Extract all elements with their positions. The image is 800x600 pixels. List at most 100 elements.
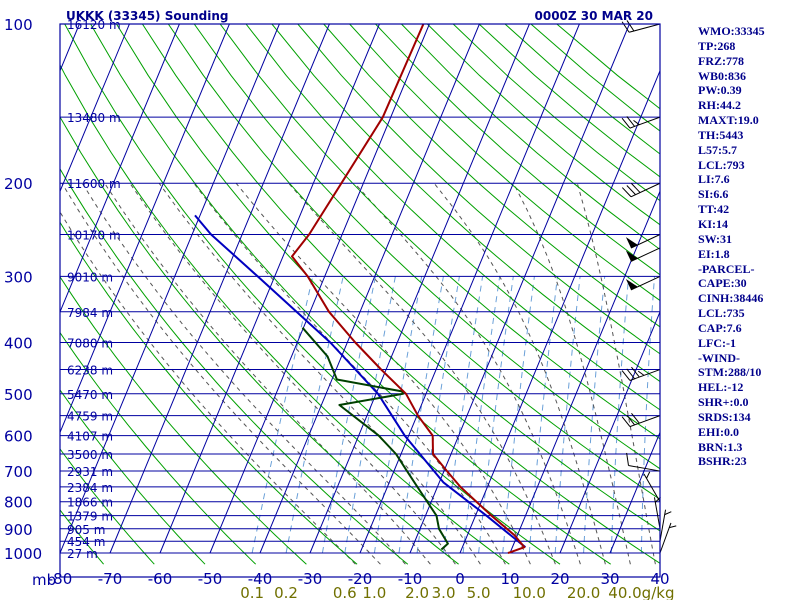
- isotherm-line: [60, 24, 230, 434]
- height-label: 16120 m: [67, 18, 121, 32]
- wind-barb: [659, 509, 672, 542]
- height-label: 2931 m: [67, 465, 113, 479]
- temperature-tick-label: 20: [550, 570, 569, 588]
- mixing-ratio-label: 2.0: [405, 584, 429, 600]
- height-label: 2384 m: [67, 481, 113, 495]
- isotherm-line: [60, 24, 180, 314]
- mixing-ratio-label: 3.0: [432, 584, 456, 600]
- wind-barb-staff: [628, 465, 661, 472]
- isotherm-line: [60, 24, 280, 554]
- index-item: EI:1.8: [698, 246, 730, 261]
- temperature-tick-label: -60: [148, 570, 173, 588]
- wind-barb-staff: [643, 473, 661, 502]
- wind-barb-feather: [626, 414, 636, 426]
- height-label: 13480 m: [67, 111, 121, 125]
- wind-barb-feather: [631, 366, 640, 378]
- wind-barb-feather: [646, 471, 651, 479]
- wind-barb: [659, 522, 677, 554]
- stability-indices-panel: WMO:33345 TP:268 FRZ:778 WB0:836 PW:0.39 RH:4…: [698, 24, 765, 469]
- wind-barb: [626, 452, 661, 472]
- height-label: 10170 m: [67, 229, 121, 243]
- pressure-tick-label: 800: [4, 494, 33, 512]
- dry-adiabat-line: [271, 24, 660, 383]
- pressure-unit-label: mb: [32, 571, 56, 589]
- dry-adiabat-line: [60, 167, 409, 565]
- wind-barb: [621, 412, 661, 428]
- isotherm-line: [409, 24, 630, 554]
- wind-barb: [621, 366, 661, 381]
- isotherm-line: [209, 24, 430, 554]
- index-item: EHI:0.0: [698, 424, 740, 439]
- index-item: STM:288/10: [698, 365, 762, 380]
- chart-title: UKKK (33345) Sounding: [66, 9, 229, 23]
- height-label: 5470 m: [67, 388, 113, 402]
- mixing-ratio-label: 20.0: [567, 584, 600, 600]
- index-item: SI:6.6: [698, 187, 729, 202]
- index-item: SW:31: [698, 231, 733, 246]
- index-item: LFC:-1: [698, 335, 736, 350]
- dry-adiabat-line: [60, 509, 104, 565]
- dry-adiabat-line: [193, 24, 660, 470]
- index-item: MAXT:19.0: [698, 113, 759, 128]
- sounding-profiles: [194, 24, 527, 554]
- temperature-tick-label: 40: [650, 570, 669, 588]
- temperature-tick-label: -40: [248, 570, 273, 588]
- dry-adiabat-line: [60, 389, 206, 565]
- wind-barb: [621, 182, 661, 198]
- pressure-tick-label: 1000: [4, 545, 42, 563]
- index-item: CAPE:30: [698, 276, 747, 291]
- index-item: BRN:1.3: [698, 439, 743, 454]
- wind-barb-staff: [659, 522, 672, 554]
- dry-adiabat-line: [297, 24, 660, 355]
- index-item: CAP:7.6: [698, 320, 742, 335]
- temperature-tick-label: -30: [298, 570, 323, 588]
- mixing-ratio-label: 0.6: [333, 584, 357, 600]
- wind-barb-feather: [669, 525, 677, 529]
- isotherm-line: [509, 190, 660, 554]
- dry-adiabat-line: [60, 331, 257, 565]
- wind-barbs: [621, 20, 677, 554]
- wind-barb-feather: [626, 116, 636, 127]
- wind-barb: [625, 275, 661, 291]
- mixing-ratio-label: 0.1: [240, 584, 264, 600]
- wind-barb-pennant: [625, 250, 638, 262]
- dry-adiabat-line: [323, 24, 660, 328]
- dry-adiabat-line: [219, 24, 660, 440]
- wind-barb: [643, 471, 661, 502]
- wind-barb-feather: [621, 117, 631, 129]
- moist-adiabat-line: [129, 182, 456, 565]
- wind-barb-feather: [631, 183, 641, 193]
- height-label: 11600 m: [67, 177, 121, 191]
- index-item: PW:0.39: [698, 83, 742, 98]
- dry-adiabat-line: [60, 221, 358, 565]
- moist-adiabat-line: [235, 182, 531, 565]
- dry-adiabat-line: [60, 115, 459, 565]
- height-label: 27 m: [67, 547, 98, 561]
- wind-barb-feather: [626, 368, 636, 380]
- wind-barb-staff: [659, 509, 667, 542]
- wind-barb-staff: [629, 369, 661, 381]
- dry-adiabat-line: [375, 24, 660, 276]
- moist-adiabat-line: [433, 182, 606, 565]
- dry-adiabat-line: [245, 24, 660, 411]
- wind-barb-feather: [621, 370, 631, 381]
- moist-adiabat-line: [158, 182, 481, 565]
- plot-frame: [59, 23, 661, 578]
- pressure-tick-label: 400: [4, 334, 33, 352]
- dry-adiabats: [60, 24, 660, 565]
- mixing-ratio-label: 40.0g/kg: [608, 584, 674, 600]
- temperature-tick-label: 30: [600, 570, 619, 588]
- parcel-trace: [194, 214, 527, 548]
- index-item: RH:44.2: [698, 98, 741, 113]
- index-item: CINH:38446: [698, 291, 764, 306]
- isotherm-line: [459, 69, 660, 554]
- pressure-tick-label: 200: [4, 175, 33, 193]
- index-item: -PARCEL-: [698, 261, 755, 276]
- dry-adiabat-line: [64, 24, 561, 565]
- index-item: FRZ:778: [698, 53, 744, 68]
- index-item: TP:268: [698, 38, 736, 53]
- index-item: -WIND-: [698, 350, 740, 365]
- wind-barb-feather: [621, 187, 632, 198]
